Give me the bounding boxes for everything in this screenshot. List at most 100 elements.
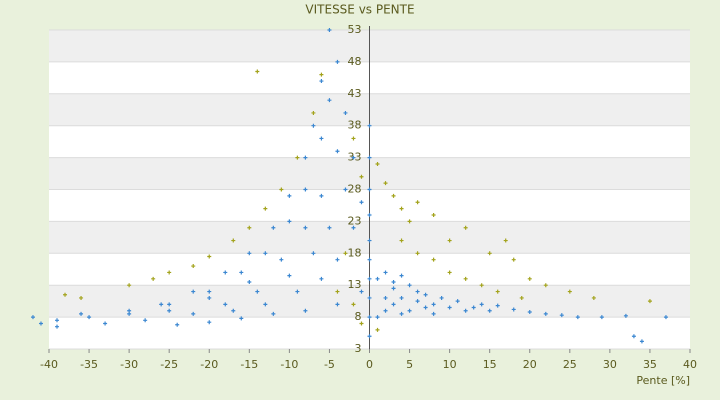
data-point [543,311,548,316]
x-tick-label: -30 [120,358,138,371]
y-tick-label: 13 [348,278,362,291]
data-point [431,213,436,218]
data-point [391,280,396,285]
data-point [247,280,252,285]
data-point [391,286,396,291]
data-point [431,257,436,262]
y-tick-label: 43 [348,87,362,100]
data-point [503,238,508,243]
data-point [239,270,244,275]
data-point [319,72,324,77]
data-point [287,273,292,278]
data-point [575,315,580,320]
data-point [471,305,476,310]
data-point [359,289,364,294]
data-point [415,289,420,294]
data-point [287,219,292,224]
y-tick-label: 3 [355,342,362,355]
data-point [295,289,300,294]
data-point [543,283,548,288]
data-point [271,225,276,230]
x-axis-label: Pente [%] [636,374,690,387]
x-tick-label: -20 [200,358,218,371]
data-point [399,238,404,243]
data-point [511,257,516,262]
data-point [375,315,380,320]
data-point [367,315,372,320]
data-point [495,289,500,294]
data-point [303,187,308,192]
data-point [319,136,324,141]
data-point [407,219,412,224]
data-point [207,295,212,300]
data-point [79,295,84,300]
data-point [103,321,108,326]
data-point [159,302,164,307]
data-point [359,321,364,326]
data-point [79,311,84,316]
data-point [167,308,172,313]
data-point [295,155,300,160]
data-point [447,305,452,310]
x-tick-label: 15 [483,358,497,371]
data-point [463,308,468,313]
y-tick-label: 53 [348,23,362,36]
data-point [399,273,404,278]
data-point [311,123,316,128]
data-point [367,295,372,300]
data-point [527,309,532,314]
data-point [447,270,452,275]
data-point [487,251,492,256]
data-point [319,79,324,84]
data-point [383,270,388,275]
data-point [255,289,260,294]
data-point [263,251,268,256]
data-point [311,251,316,256]
data-point [447,238,452,243]
data-point [359,200,364,205]
data-point [167,302,172,307]
data-point [151,276,156,281]
data-point [367,213,372,218]
chart-title: VITESSE vs PENTE [305,3,414,17]
x-tick-label: 30 [603,358,617,371]
data-point [367,238,372,243]
data-point [407,283,412,288]
data-point [367,123,372,128]
x-tick-label: 20 [523,358,537,371]
data-point [527,276,532,281]
x-tick-label: 25 [563,358,577,371]
data-point [351,302,356,307]
x-tick-label: 40 [683,358,697,371]
data-point [223,270,228,275]
data-point [351,225,356,230]
data-point [279,187,284,192]
x-tick-label: 35 [643,358,657,371]
data-point [567,289,572,294]
x-tick-label: 5 [406,358,413,371]
data-point [63,292,68,297]
data-point [327,98,332,103]
data-point [495,303,500,308]
data-point [351,155,356,160]
data-point [335,289,340,294]
x-tick-label: 10 [443,358,457,371]
data-point [559,313,564,318]
data-point [487,308,492,313]
data-point [351,136,356,141]
data-point [343,110,348,115]
data-point [423,292,428,297]
data-point [383,308,388,313]
data-point [375,161,380,166]
data-point [423,305,428,310]
data-point [191,264,196,269]
data-point [247,225,252,230]
data-point [367,334,372,339]
data-point [399,311,404,316]
data-point [375,327,380,332]
data-point [399,206,404,211]
data-point [591,295,596,300]
data-point [343,251,348,256]
x-tick-label: -35 [80,358,98,371]
